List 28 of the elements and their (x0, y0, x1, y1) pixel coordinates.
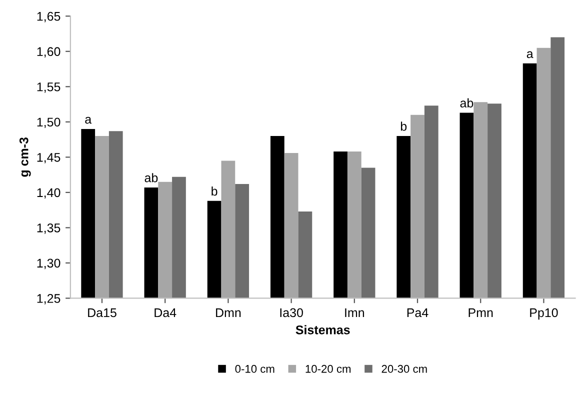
x-tick-label: Ia30 (280, 308, 303, 318)
x-tick-label: Da4 (154, 308, 176, 318)
data-label: a (85, 116, 92, 124)
data-label: b (212, 186, 218, 196)
legend-label: 20-30 cm (382, 364, 427, 373)
y-tick-label: 1,50 (37, 118, 60, 128)
y-tick-label: 1,45 (37, 153, 60, 164)
x-tick-label: Pa4 (407, 308, 428, 318)
y-tick-label: 1,25 (37, 294, 60, 304)
y-axis-title: g cm-3 (19, 137, 31, 177)
legend-label: 10-20 cm (306, 364, 351, 373)
y-tick-label: 1,30 (37, 258, 60, 270)
legend-label: 0-10 cm (235, 364, 274, 373)
y-tick-label: 1,55 (37, 82, 60, 93)
x-tick-label: Dmn (216, 308, 241, 317)
data-label: a (526, 51, 534, 58)
data-label: b (400, 122, 407, 131)
y-tick-label: 1,65 (37, 12, 60, 22)
y-tick-label: 1,40 (37, 188, 60, 199)
x-tick-label: Da15 (88, 308, 116, 318)
y-tick-label: 1,35 (37, 223, 60, 234)
x-tick-label: Imn (345, 308, 364, 317)
x-tick-label: Pp10 (530, 308, 558, 320)
y-tick-label: 1,60 (37, 47, 60, 58)
data-label: ab (144, 173, 158, 182)
x-axis-title: Sistemas (296, 325, 350, 334)
x-tick-label: Pmn (468, 308, 493, 317)
data-label: ab (460, 98, 474, 108)
